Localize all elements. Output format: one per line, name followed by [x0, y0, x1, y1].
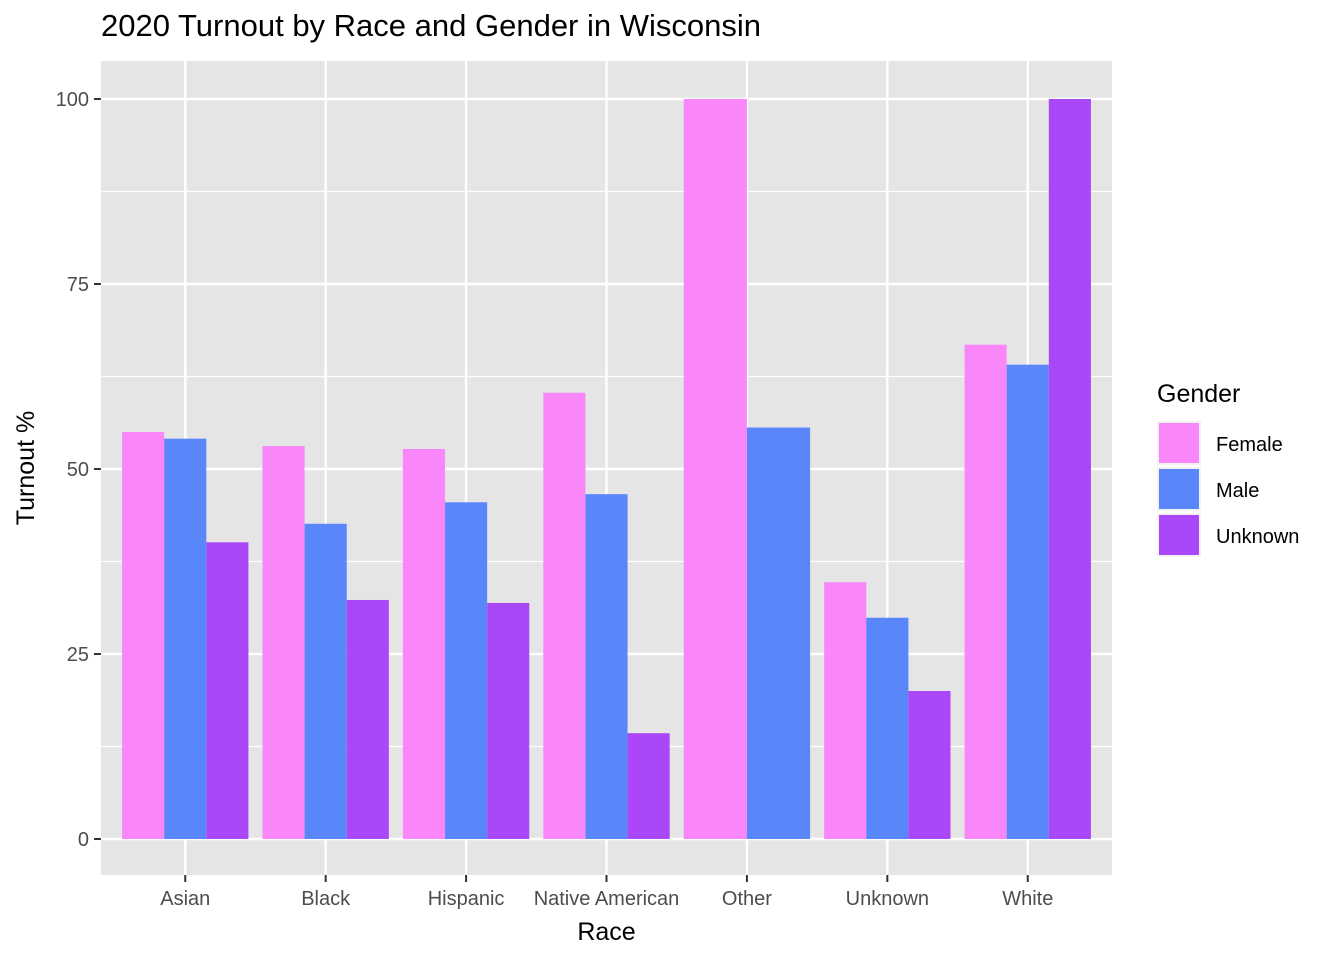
bars — [122, 99, 1091, 839]
y-tick-label: 75 — [67, 274, 89, 296]
bar-male-hispanic — [445, 502, 488, 839]
bar-female-hispanic — [402, 449, 446, 839]
bar-male-white — [1006, 364, 1049, 839]
legend-swatch-male — [1159, 469, 1199, 509]
bar-male-unknown — [866, 617, 909, 839]
x-tick-label: White — [1002, 888, 1053, 910]
chart-title: 2020 Turnout by Race and Gender in Wisco… — [101, 8, 761, 43]
bar-unknown-white — [1048, 99, 1091, 839]
y-tick-label: 100 — [56, 89, 89, 111]
bar-female-asian — [122, 432, 165, 839]
bar-unknown-hispanic — [487, 602, 530, 839]
x-tick-label: Hispanic — [428, 888, 505, 910]
bar-male-other — [746, 427, 811, 839]
legend-label-male: Male — [1216, 480, 1259, 502]
bar-male-native-american — [585, 494, 628, 839]
legend-swatch-unknown — [1159, 515, 1199, 555]
x-tick-label: Other — [722, 888, 772, 910]
bar-female-black — [262, 446, 305, 839]
x-axis-title: Race — [577, 918, 635, 946]
bar-male-black — [304, 523, 347, 839]
bar-female-unknown — [824, 582, 867, 839]
legend-label-unknown: Unknown — [1216, 526, 1299, 548]
x-tick-label: Asian — [160, 888, 210, 910]
y-axis-title: Turnout % — [12, 411, 40, 525]
legend-title: Gender — [1157, 380, 1240, 408]
bar-female-white — [964, 344, 1007, 839]
bar-unknown-native-american — [627, 733, 670, 839]
legend-swatch-female — [1159, 423, 1199, 463]
legend: Gender Female Male Unknown — [1157, 380, 1299, 557]
bar-male-asian — [164, 438, 207, 839]
y-axis: 0 25 50 75 100 — [56, 89, 101, 851]
bar-unknown-asian — [206, 542, 249, 839]
x-axis: Asian Black Hispanic Native American Other Un… — [160, 875, 1053, 910]
bar-unknown-black — [346, 599, 389, 839]
y-tick-label: 0 — [78, 829, 89, 851]
legend-label-female: Female — [1216, 434, 1283, 456]
y-tick-label: 50 — [67, 459, 89, 481]
y-tick-label: 25 — [67, 644, 89, 666]
bar-female-native-american — [543, 392, 586, 839]
bar-female-other — [683, 99, 747, 839]
x-tick-label: Native American — [534, 888, 680, 910]
x-tick-label: Black — [301, 888, 351, 910]
x-tick-label: Unknown — [846, 888, 929, 910]
bar-unknown-unknown — [908, 691, 951, 839]
